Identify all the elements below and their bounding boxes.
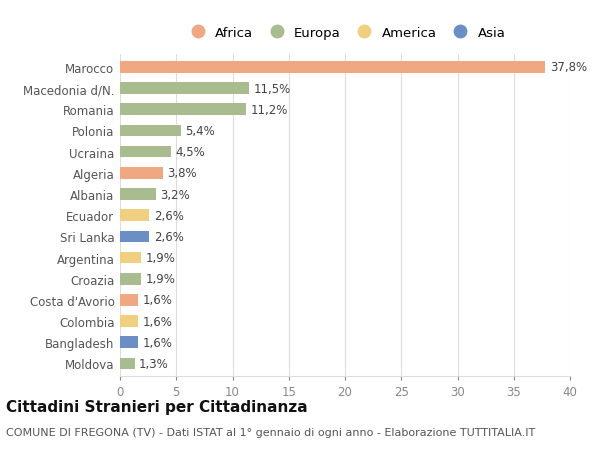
Legend: Africa, Europa, America, Asia: Africa, Europa, America, Asia <box>181 23 509 44</box>
Text: 3,8%: 3,8% <box>167 167 197 180</box>
Text: COMUNE DI FREGONA (TV) - Dati ISTAT al 1° gennaio di ogni anno - Elaborazione TU: COMUNE DI FREGONA (TV) - Dati ISTAT al 1… <box>6 427 535 437</box>
Text: 5,4%: 5,4% <box>185 125 215 138</box>
Bar <box>120 83 250 95</box>
Bar <box>120 316 138 327</box>
Bar <box>120 62 545 73</box>
Text: 1,6%: 1,6% <box>143 336 172 349</box>
Bar <box>120 231 149 243</box>
Text: 1,9%: 1,9% <box>146 252 176 264</box>
Bar <box>120 358 134 369</box>
Bar <box>120 337 138 348</box>
Text: 2,6%: 2,6% <box>154 230 184 243</box>
Bar <box>120 210 149 222</box>
Text: 37,8%: 37,8% <box>550 62 587 74</box>
Text: 1,6%: 1,6% <box>143 315 172 328</box>
Bar <box>120 273 142 285</box>
Text: 1,9%: 1,9% <box>146 273 176 285</box>
Bar <box>120 168 163 179</box>
Text: 3,2%: 3,2% <box>161 188 190 201</box>
Bar <box>120 125 181 137</box>
Text: 2,6%: 2,6% <box>154 209 184 222</box>
Text: 1,3%: 1,3% <box>139 357 169 370</box>
Text: 4,5%: 4,5% <box>175 146 205 159</box>
Bar <box>120 146 170 158</box>
Bar <box>120 189 156 201</box>
Bar <box>120 295 138 306</box>
Bar <box>120 252 142 264</box>
Bar <box>120 104 246 116</box>
Text: 11,2%: 11,2% <box>251 104 288 117</box>
Text: 11,5%: 11,5% <box>254 83 291 95</box>
Text: Cittadini Stranieri per Cittadinanza: Cittadini Stranieri per Cittadinanza <box>6 399 308 414</box>
Text: 1,6%: 1,6% <box>143 294 172 307</box>
